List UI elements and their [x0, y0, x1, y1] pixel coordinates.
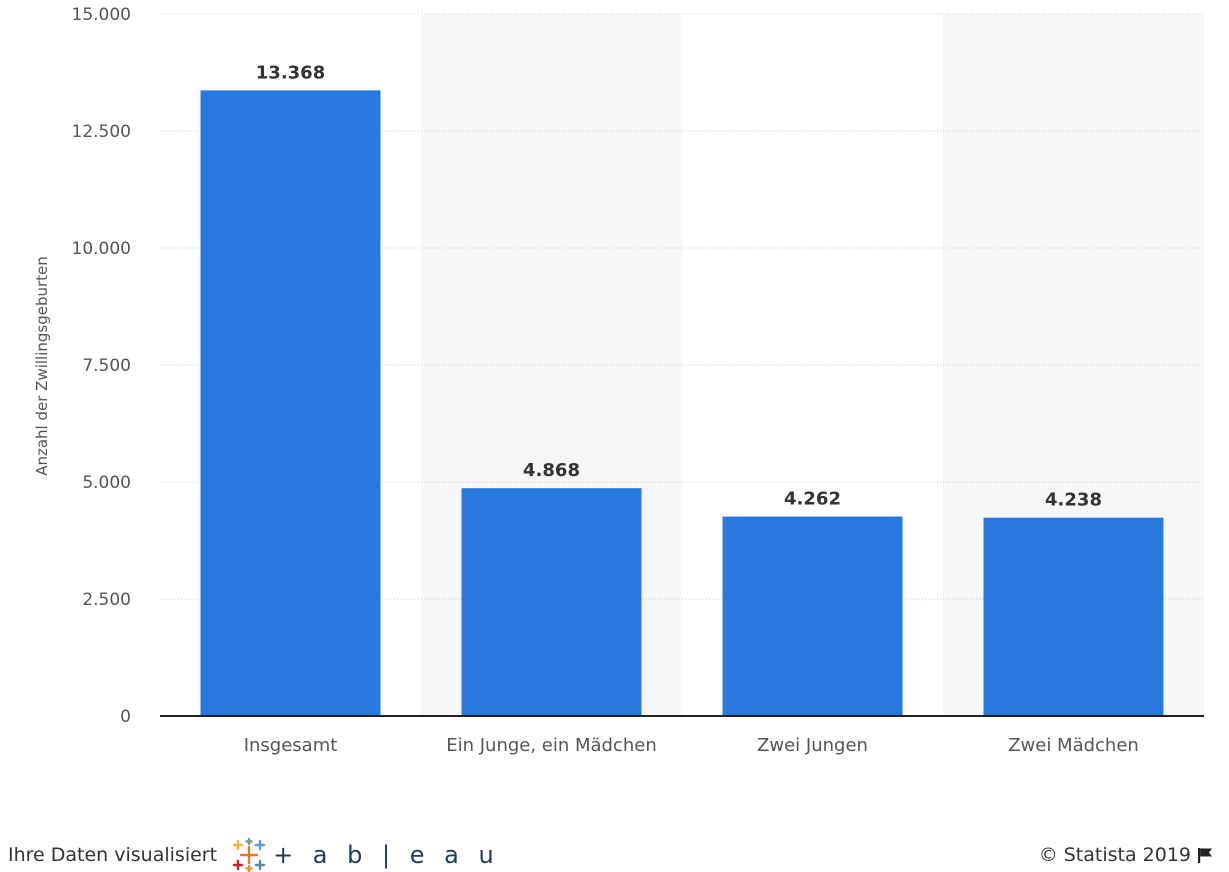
attribution-text: Ihre Daten visualisiert: [8, 844, 218, 866]
footer-copyright[interactable]: © Statista 2019: [1039, 838, 1213, 872]
x-tick-label: Zwei Jungen: [757, 735, 868, 756]
copyright-text: © Statista 2019: [1038, 844, 1191, 866]
bar-value-label: 4.868: [523, 460, 580, 481]
bar-chart: 0 2.500 5.000 7.500 10.000 12.500 15.000 13.368…: [33, 5, 1204, 756]
bar-value-label: 13.368: [256, 62, 325, 83]
y-axis-title: Anzahl der Zwillingsgeburten: [33, 256, 51, 476]
flag-icon[interactable]: [1197, 847, 1213, 863]
tableau-logo-icon: [232, 838, 266, 872]
x-tick-label: Ein Junge, ein Mädchen: [446, 735, 657, 756]
y-tick-label: 12.500: [72, 122, 131, 142]
bar-value-label: 4.262: [784, 489, 841, 510]
bar[interactable]: [722, 516, 903, 716]
y-tick-label: 15.000: [72, 5, 131, 25]
y-tick-label: 2.500: [82, 590, 131, 610]
bar-value-label: 4.238: [1045, 490, 1102, 511]
tableau-wordmark: + a b | e a u: [273, 841, 500, 869]
y-tick-label: 0: [120, 707, 131, 727]
x-tick-label: Zwei Mädchen: [1008, 735, 1139, 756]
bar[interactable]: [983, 517, 1164, 716]
bar[interactable]: [461, 488, 642, 716]
y-tick-label: 7.500: [82, 356, 131, 376]
x-tick-label: Insgesamt: [244, 735, 338, 756]
y-tick-label: 10.000: [72, 239, 131, 259]
footer-attribution[interactable]: Ihre Daten visualisiert + a b | e a u: [8, 838, 500, 872]
bar[interactable]: [200, 90, 381, 716]
y-tick-label: 5.000: [82, 473, 131, 493]
